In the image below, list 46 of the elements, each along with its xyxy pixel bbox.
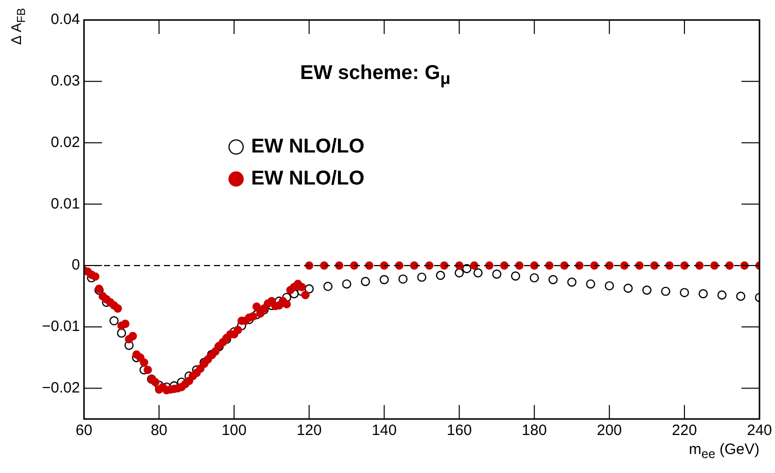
point: [109, 316, 119, 326]
x-tick-label: 60: [76, 422, 92, 440]
point: [530, 273, 539, 282]
y-tick-label: 0.01: [50, 195, 80, 212]
y-tick-label: 0.02: [50, 134, 80, 151]
x-tick-label: 140: [372, 422, 397, 440]
x-tick-label: 240: [746, 422, 772, 440]
point: [548, 275, 558, 284]
x-tick-label: 220: [672, 422, 697, 440]
point: [510, 271, 520, 281]
y-tick-label: −0.02: [42, 379, 80, 396]
point: [454, 268, 464, 278]
point: [642, 285, 652, 295]
x-tick-label: 160: [446, 422, 472, 440]
point: [736, 292, 746, 301]
point: [417, 272, 426, 282]
legend-label: EW NLO/LO: [251, 136, 364, 158]
point: [380, 275, 389, 284]
y-tick-label: 0.04: [50, 11, 80, 28]
point: [116, 328, 126, 338]
point: [624, 284, 633, 293]
point: [360, 276, 370, 286]
point: [680, 288, 690, 298]
point: [586, 279, 596, 289]
x-tick-label: 80: [150, 422, 168, 440]
point: [323, 282, 333, 292]
y-tick-label: −0.01: [42, 318, 80, 336]
x-axis-title: m$_{ee}$ (GeV): [688, 441, 760, 461]
point: [473, 268, 483, 278]
legend-label: EW NLO/LO: [251, 168, 364, 190]
y-tick-label: 0: [72, 256, 80, 274]
point: [436, 270, 446, 280]
x-tick-label: 180: [522, 422, 547, 440]
x-tick-label: 120: [296, 422, 322, 440]
y-tick-label: 0.03: [50, 72, 80, 90]
x-tick-label: 200: [596, 422, 622, 440]
point: [398, 274, 408, 284]
point: [717, 290, 727, 300]
point: [492, 270, 502, 279]
annotation: EW scheme: G$_{μ}$: [300, 62, 450, 89]
point: [342, 279, 352, 289]
point: [567, 278, 576, 287]
x-tick-label: 100: [222, 422, 247, 440]
point: [604, 281, 614, 290]
point: [661, 286, 670, 296]
point: [698, 289, 708, 298]
